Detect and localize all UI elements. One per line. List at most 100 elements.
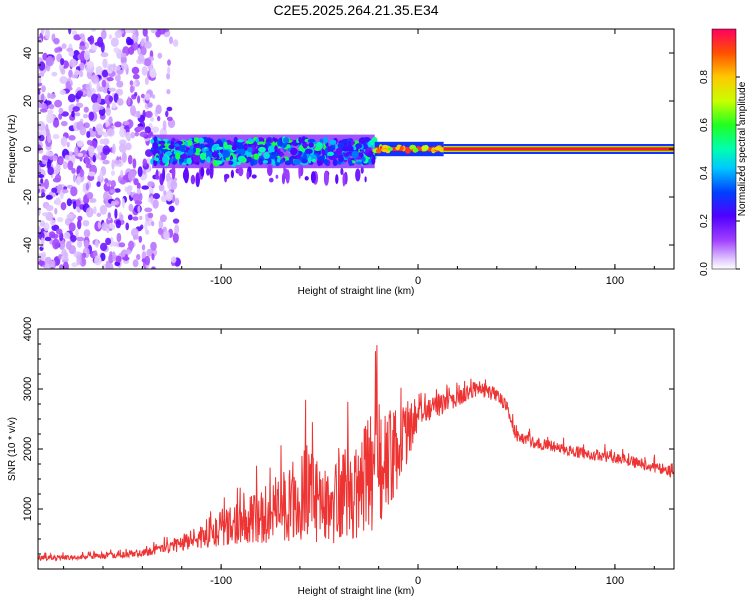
spectrogram-blob: [89, 35, 95, 45]
spectrogram-blob: [106, 216, 113, 225]
spectrogram-blob: [47, 151, 54, 157]
spectrogram-blob: [150, 116, 155, 122]
spectrogram-blob: [115, 65, 121, 71]
spectrogram-blob: [246, 156, 252, 161]
spectrogram-blob: [74, 112, 81, 117]
spectrogram-blob: [96, 97, 102, 104]
spectrogram-blob: [351, 150, 359, 159]
spectrogram-blob: [152, 199, 159, 209]
spectrogram-blob: [434, 146, 442, 151]
spectrogram-blob: [155, 104, 162, 115]
snr-ticks: -100 0 100 1000 2000 3000 4000: [22, 317, 674, 587]
spectrogram-blob: [323, 171, 329, 186]
spectrogram-blob: [273, 138, 278, 142]
spectrogram-blob: [48, 103, 55, 110]
spectrogram-blob: [275, 174, 279, 179]
colorbar-tick-label: 0.0: [699, 262, 710, 276]
spectrogram-blob: [146, 248, 154, 257]
spectrogram-blob: [108, 116, 113, 125]
spectrogram-blob: [204, 144, 211, 148]
spectrogram-blob: [142, 158, 148, 167]
spectrogram-blob: [59, 75, 68, 85]
spectrogram-region-0: [38, 29, 181, 269]
spectrogram-blob: [73, 34, 82, 41]
spectrogram-blob: [211, 152, 219, 158]
spectrogram-blob: [115, 255, 122, 263]
spectrogram-blob: [108, 87, 116, 92]
spectrogram-blob: [56, 228, 63, 235]
spectrogram-blob: [104, 178, 109, 184]
spectrogram-blob: [79, 70, 84, 78]
colorbar-ticks: 0.0 0.2 0.4 0.6 0.8: [699, 70, 740, 276]
spectrogram-blob: [102, 159, 110, 165]
spectrogram-blob: [120, 169, 124, 178]
spectrogram-blob: [86, 131, 91, 138]
spectrogram-blob: [124, 249, 132, 255]
spectrogram-blob: [100, 242, 108, 252]
spectrogram-blob: [137, 54, 145, 63]
spectrogram-xtick-label: -100: [210, 275, 232, 287]
spectrogram-blob: [77, 239, 83, 248]
spectrogram-blob: [49, 219, 56, 226]
spectrogram-blob: [71, 167, 76, 174]
spectrogram-blob: [366, 147, 372, 152]
spectrogram-blob: [99, 204, 108, 215]
spectrogram-blob: [157, 29, 166, 35]
spectrogram-blob: [241, 157, 247, 164]
spectrogram-blob: [304, 176, 309, 181]
spectrogram-blob: [38, 72, 45, 77]
spectrogram-blob: [40, 29, 45, 35]
spectrogram-blob: [141, 185, 149, 190]
spectrogram-blob: [46, 128, 50, 138]
spectrogram-blob: [62, 189, 69, 194]
spectrogram-blob: [92, 126, 96, 133]
spectrogram-blob: [360, 167, 364, 174]
spectrogram-blob: [84, 156, 89, 164]
spectrogram-blob: [100, 52, 109, 58]
spectrogram-region-1: [150, 134, 378, 188]
spectrogram-blob: [240, 148, 246, 155]
spectrogram-blob: [140, 38, 145, 47]
spectrogram-blob: [44, 178, 49, 190]
spectrogram-blob: [255, 138, 260, 143]
spectrogram-blob: [77, 219, 82, 230]
spectrogram-blob: [74, 69, 80, 76]
spectrogram-blob: [122, 120, 130, 126]
spectrogram-blob: [192, 155, 200, 163]
spectrogram-blob: [172, 232, 179, 244]
spectrogram-blob: [199, 152, 206, 160]
spectrogram-blob: [102, 145, 111, 156]
spectrogram-blob: [69, 58, 77, 68]
spectrogram-blob: [108, 95, 114, 103]
spectrogram-blob: [338, 154, 344, 163]
spectrogram-blob: [58, 158, 64, 165]
spectrogram-blob: [150, 139, 155, 144]
spectrogram-blob: [174, 143, 180, 148]
spectrogram-blob: [369, 150, 374, 155]
spectrogram-blob: [144, 255, 151, 266]
spectrogram-blob: [38, 144, 42, 152]
spectrogram-blob: [103, 191, 110, 202]
spectrogram-blob: [105, 107, 112, 116]
spectrogram-blob: [152, 94, 156, 99]
spectrogram-ytick-label: -40: [22, 237, 34, 253]
spectrogram-blob: [83, 239, 89, 249]
spectrogram-blob: [298, 136, 302, 143]
spectrogram-blob: [38, 174, 44, 178]
spectrogram-blob: [395, 146, 400, 151]
spectrogram-blob: [106, 262, 114, 269]
spectrogram-blob: [128, 240, 135, 250]
spectrogram-blob: [329, 147, 335, 151]
spectrogram-blob: [251, 174, 257, 179]
spectrogram-blob: [279, 152, 285, 157]
spectrogram-blob: [248, 138, 255, 142]
spectrogram-blob: [144, 126, 151, 134]
spectrogram-blob: [165, 110, 169, 118]
spectrogram-blob: [321, 149, 326, 155]
spectrogram-blob: [55, 197, 62, 206]
spectrogram-blob: [72, 201, 77, 210]
spectrogram-blob: [246, 170, 250, 180]
spectrogram-blob: [184, 141, 188, 146]
spectrogram-blob: [66, 214, 74, 219]
